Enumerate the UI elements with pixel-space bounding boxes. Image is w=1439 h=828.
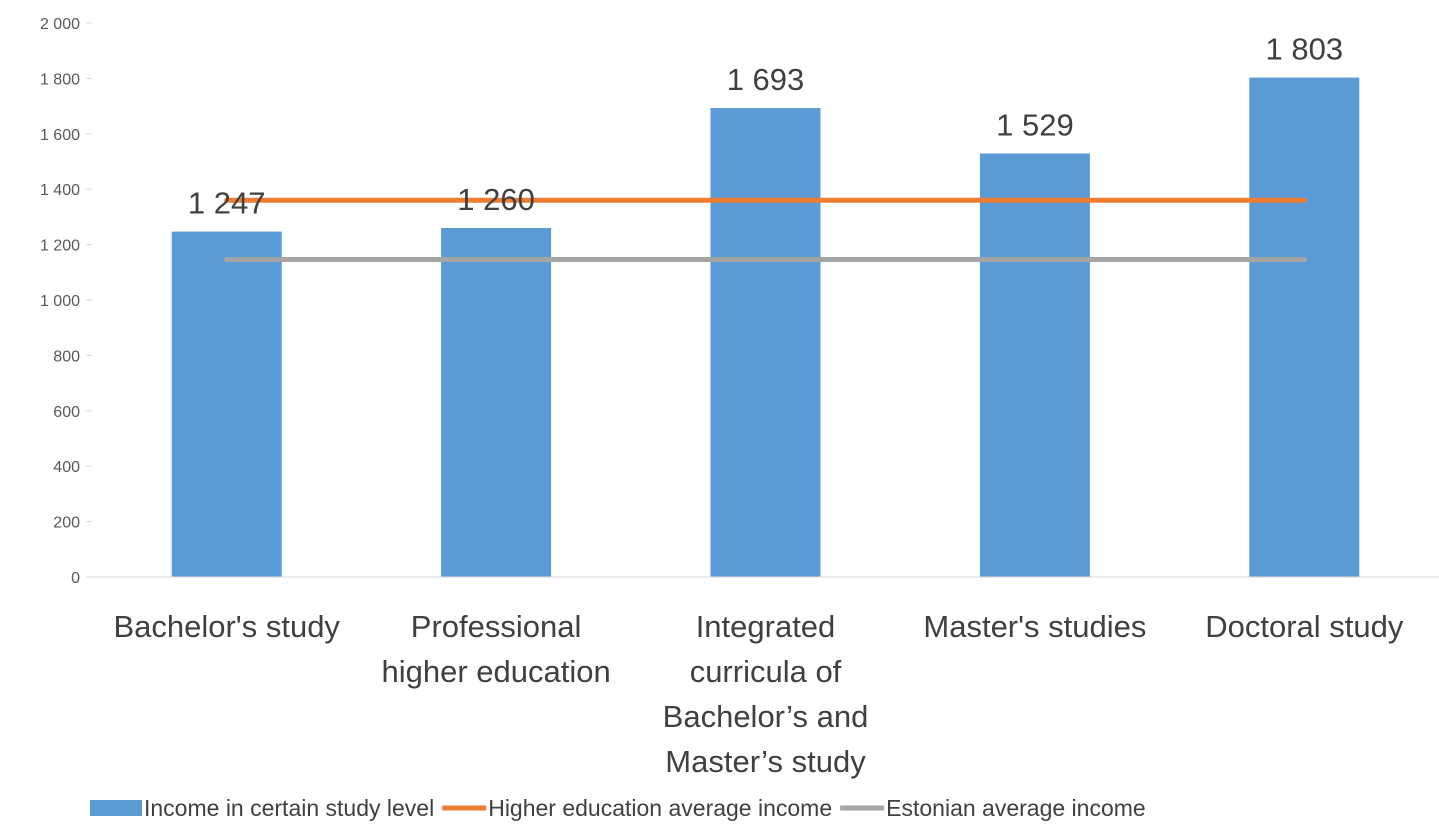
legend-label: Higher education average income (488, 795, 832, 821)
bar (441, 227, 552, 578)
bar-data-label: 1 803 (1266, 32, 1344, 67)
legend-label: Estonian average income (886, 795, 1146, 821)
bar-data-label: 1 260 (457, 182, 535, 217)
x-category-label-line: curricula of (690, 654, 842, 689)
x-category-label-line: Bachelor's study (113, 609, 340, 644)
x-category-label-line: Master’s study (665, 744, 866, 779)
y-tick-label: 1 000 (40, 293, 80, 310)
bar (710, 108, 821, 577)
y-tick-label: 400 (53, 459, 80, 476)
line-series (224, 197, 1307, 263)
x-category-label-line: Integrated (696, 609, 836, 644)
bar-data-label: 1 247 (188, 186, 266, 221)
y-tick-label: 1 200 (40, 238, 80, 255)
y-axis: 0 200 400 600 800 1 000 1 200 1 400 1 600 1 800 2 … (40, 16, 92, 587)
x-category-label: Professional higher education (381, 609, 610, 689)
y-tick-label: 1 800 (40, 71, 80, 88)
y-tick-label: 600 (53, 404, 80, 421)
x-category-label-line: Professional (411, 609, 582, 644)
x-category-label: Master's studies (923, 609, 1146, 644)
bar-series (171, 77, 1360, 578)
x-category-label-line: Bachelor’s and (663, 699, 869, 734)
y-tick-label: 1 400 (40, 182, 80, 199)
y-tick-label: 1 600 (40, 127, 80, 144)
legend: Income in certain study level Higher educ… (90, 795, 1146, 821)
legend-label: Income in certain study level (144, 795, 434, 821)
x-category-label: Integrated curricula of Bachelor’s and Mast… (663, 609, 869, 779)
x-category-label-line: Doctoral study (1205, 609, 1404, 644)
x-category-label: Bachelor's study (113, 609, 340, 644)
bar (1249, 77, 1360, 577)
y-tick-label: 200 (53, 515, 80, 532)
y-tick-label: 2 000 (40, 16, 80, 33)
data-labels: 1 247 1 260 1 693 1 529 1 803 (188, 32, 1343, 221)
x-category-label: Doctoral study (1205, 609, 1404, 644)
y-tick-label: 800 (53, 348, 80, 365)
bar (171, 231, 282, 577)
y-tick-label: 0 (71, 570, 80, 587)
x-axis: Bachelor's study Professional higher educa… (92, 576, 1439, 779)
legend-swatch-bar (90, 800, 142, 816)
bar (979, 153, 1090, 578)
x-category-label-line: Master's studies (923, 609, 1146, 644)
bar-data-label: 1 693 (727, 62, 805, 97)
bar-data-label: 1 529 (996, 107, 1074, 142)
x-category-label-line: higher education (381, 654, 610, 689)
